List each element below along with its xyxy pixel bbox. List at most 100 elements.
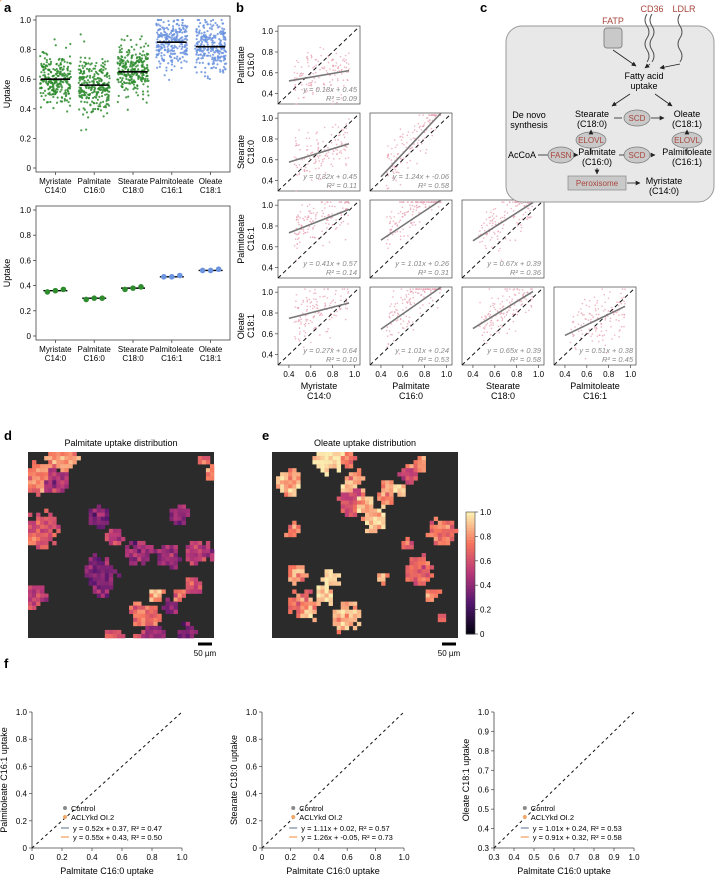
a-top-point [104,106,108,109]
b-point [423,131,426,134]
e-pixel [288,601,293,606]
e-pixel [324,589,329,594]
d-pixel [145,549,150,554]
f1-legend-label: ACLYkd OI.2 [71,813,114,822]
a-top-point [84,56,87,60]
d-pixel [36,524,41,530]
b-point [601,305,603,307]
a-top-point [146,77,149,81]
a-top-point [79,69,82,73]
e-pixel [288,524,293,530]
d-pixel [100,581,106,586]
a-top-point [64,95,68,98]
d-pixel [129,553,134,558]
b-point [301,204,303,206]
a-top-point [146,90,149,93]
a-top-point [179,51,182,55]
b-point [497,230,500,233]
b-point [610,306,613,309]
b-point [319,178,322,180]
fa-uptake-line2: uptake [630,81,657,91]
b-point [326,227,328,229]
b-point [594,304,597,306]
b-point [422,288,425,290]
a-top-point [65,75,69,78]
d-pixel [149,625,154,631]
b-point [297,214,299,216]
a-bottom-xtick-label-sub: C14:0 [45,354,67,363]
b-point [300,74,302,77]
a-top-point [99,86,102,89]
e-pixel [377,520,382,526]
e-pixel [340,452,346,457]
d-pixel [36,480,41,485]
b-point [500,259,503,261]
e-pixel [300,565,305,570]
a-top-point [209,19,213,23]
e-pixel [369,508,374,513]
b-identity-line [277,114,359,192]
b-point [394,222,396,225]
a-top-point [160,57,164,60]
a-top-point [46,82,49,85]
d-pixel [149,605,154,610]
a-top-point [101,65,105,68]
a-bottom-replicate-point [83,296,89,303]
d-pixel [28,468,33,473]
a-bottom-xtick-label: Palmitoleate [150,345,195,354]
b-point [315,213,317,216]
b-ytick-label: 0.4 [262,264,274,273]
e-pixel [336,581,342,586]
a-top-point [223,43,227,47]
a-top-point [130,65,133,68]
d-pixel [193,545,199,550]
b-point [530,288,532,290]
b-point [331,103,334,105]
b-point [296,174,298,176]
d-pixel [108,581,114,586]
b-point [327,146,329,149]
b-point [387,145,389,147]
b-point [501,306,504,308]
b-point [348,202,350,204]
b-point [492,212,495,215]
b-point [389,228,391,231]
a-top-point [85,86,88,89]
a-top-point [54,69,57,72]
a-top-point [185,26,188,29]
a-top-point [170,36,173,39]
a-top-point [195,28,198,31]
d-pixel [129,605,134,610]
a-top-point [83,65,86,68]
e-pixel [437,520,443,526]
d-pixel [104,561,110,566]
d-pixel [161,589,166,594]
a-top-point [143,80,147,83]
a-top-point [122,81,126,84]
b-point [506,332,509,335]
e-pixel [300,597,305,602]
b-point [321,230,323,233]
d-pixel [28,520,33,526]
e-pixel [405,545,410,550]
d-pixel [133,601,138,606]
a-top-point [220,18,223,22]
e-pixel [413,468,418,473]
a-top-point [68,76,71,79]
a-bottom-replicate-point [199,267,206,274]
a-top-point [169,59,173,62]
b-point [432,201,434,203]
b-point [531,205,533,208]
d-pixel [52,464,57,469]
a-top-point [89,88,93,92]
a-top-point [126,59,129,62]
b-point [400,139,403,141]
e-pixel [389,480,394,485]
b-point [393,216,396,218]
b-point [497,325,500,328]
b-point [573,334,575,337]
a-top-point [211,58,214,61]
b-point [309,210,311,212]
a-bottom-replicate-point [44,289,51,295]
b-point [604,344,607,347]
